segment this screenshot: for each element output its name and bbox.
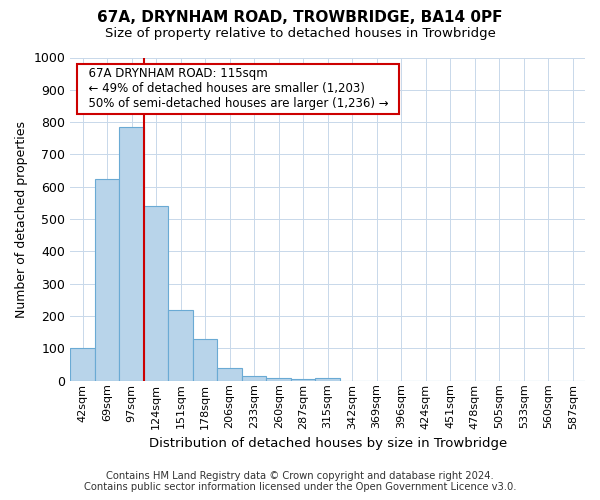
Bar xyxy=(193,338,217,381)
Text: 67A, DRYNHAM ROAD, TROWBRIDGE, BA14 0PF: 67A, DRYNHAM ROAD, TROWBRIDGE, BA14 0PF xyxy=(97,10,503,25)
Y-axis label: Number of detached properties: Number of detached properties xyxy=(15,120,28,318)
Bar xyxy=(144,206,169,381)
Text: 67A DRYNHAM ROAD: 115sqm  
  ← 49% of detached houses are smaller (1,203)  
  50: 67A DRYNHAM ROAD: 115sqm ← 49% of detach… xyxy=(80,67,396,110)
Bar xyxy=(242,376,266,381)
Text: Contains HM Land Registry data © Crown copyright and database right 2024.
Contai: Contains HM Land Registry data © Crown c… xyxy=(84,471,516,492)
Bar xyxy=(119,127,144,381)
X-axis label: Distribution of detached houses by size in Trowbridge: Distribution of detached houses by size … xyxy=(149,437,507,450)
Text: Size of property relative to detached houses in Trowbridge: Size of property relative to detached ho… xyxy=(104,28,496,40)
Bar xyxy=(316,378,340,381)
Bar xyxy=(169,310,193,381)
Bar xyxy=(266,378,291,381)
Bar xyxy=(95,178,119,381)
Bar xyxy=(217,368,242,381)
Bar xyxy=(291,379,316,381)
Bar xyxy=(70,348,95,381)
